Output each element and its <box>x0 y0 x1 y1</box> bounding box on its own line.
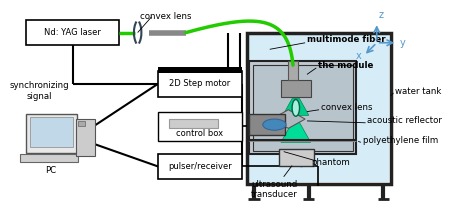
Text: z: z <box>378 10 383 20</box>
Bar <box>158 154 242 178</box>
Bar <box>247 33 391 184</box>
Text: water tank: water tank <box>396 87 442 96</box>
Bar <box>279 149 315 166</box>
Bar <box>26 114 77 154</box>
Bar <box>20 154 78 162</box>
Text: x: x <box>356 51 362 61</box>
Text: ultrasound
transducer: ultrasound transducer <box>251 180 298 199</box>
Text: synchronizing
signal: synchronizing signal <box>9 81 69 101</box>
Bar <box>249 114 285 135</box>
Bar <box>158 71 242 97</box>
Text: y: y <box>400 38 406 48</box>
Bar <box>253 65 352 151</box>
Bar <box>288 61 297 80</box>
Text: phantom: phantom <box>311 158 350 167</box>
Text: polyethylene film: polyethylene film <box>363 136 438 145</box>
Ellipse shape <box>263 119 286 130</box>
Ellipse shape <box>292 99 300 116</box>
Bar <box>169 119 218 128</box>
Text: control box: control box <box>176 130 224 138</box>
Text: multimode fiber: multimode fiber <box>307 36 386 45</box>
Bar <box>26 20 119 45</box>
Text: the module: the module <box>318 61 374 70</box>
Bar <box>249 61 356 154</box>
Bar <box>281 80 310 97</box>
Bar <box>78 121 85 126</box>
Text: pulser/receiver: pulser/receiver <box>168 162 232 171</box>
Polygon shape <box>281 121 310 142</box>
Polygon shape <box>283 99 309 115</box>
Text: convex lens: convex lens <box>321 103 373 112</box>
Bar <box>248 35 389 182</box>
Bar <box>76 119 95 156</box>
Text: acoustic reflector: acoustic reflector <box>368 117 442 125</box>
Text: Nd: YAG laser: Nd: YAG laser <box>44 28 101 37</box>
Bar <box>158 67 242 73</box>
Polygon shape <box>272 110 305 128</box>
Bar <box>158 112 242 141</box>
Text: PC: PC <box>45 166 57 175</box>
Text: 2D Step motor: 2D Step motor <box>169 79 230 88</box>
Bar <box>30 117 73 147</box>
Polygon shape <box>293 115 299 121</box>
Text: convex lens: convex lens <box>140 12 191 21</box>
